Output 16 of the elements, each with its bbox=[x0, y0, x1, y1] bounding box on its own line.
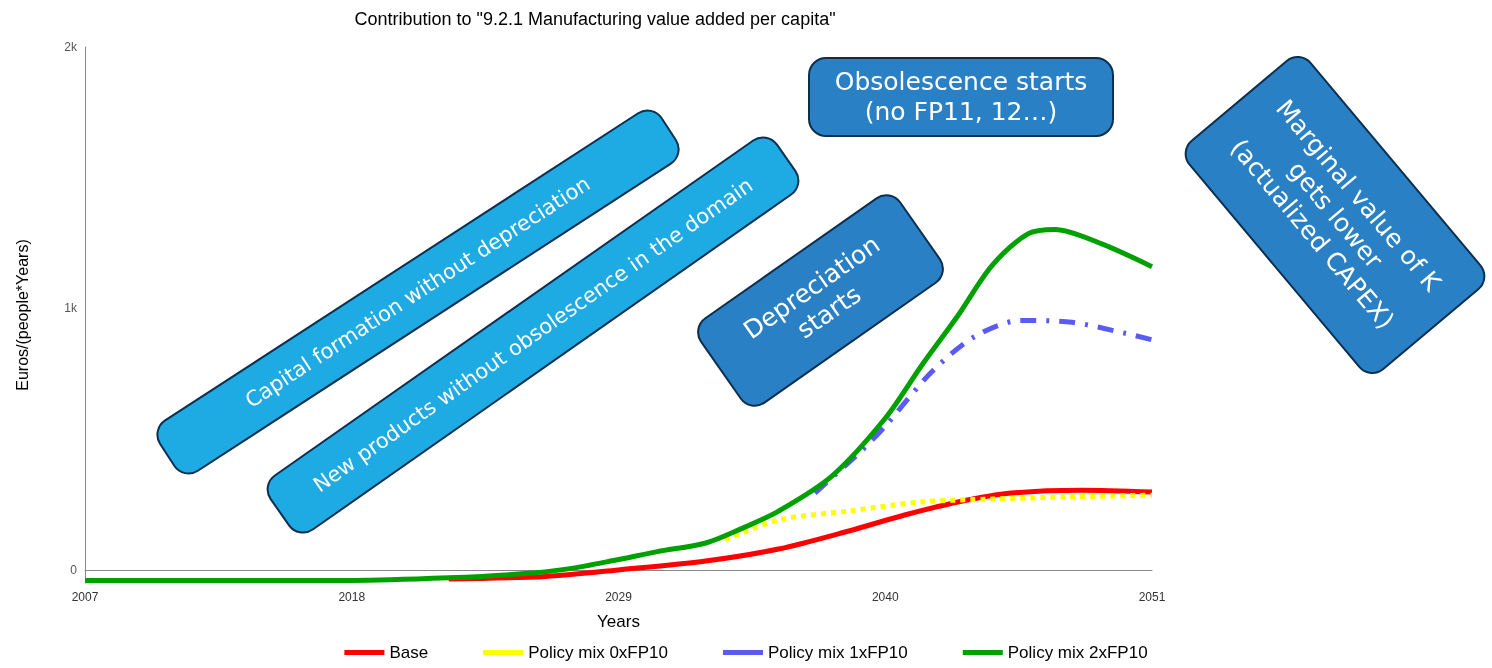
chart-title: Contribution to "9.2.1 Manufacturing value added per capita" bbox=[354, 9, 836, 29]
x-tick-label: 2040 bbox=[871, 590, 899, 604]
y-tick-label: 2k bbox=[64, 40, 78, 54]
x-tick-label: 2018 bbox=[338, 590, 366, 604]
x-axis-title: Years bbox=[597, 612, 640, 631]
x-tick-label: 2007 bbox=[71, 590, 99, 604]
y-axis-title: Euros/(people*Years) bbox=[13, 239, 31, 391]
y-tick-label: 0 bbox=[70, 562, 78, 577]
x-tick-label: 2029 bbox=[605, 590, 633, 604]
legend-label: Base bbox=[389, 643, 429, 662]
y-tick-label: 1k bbox=[64, 301, 78, 316]
legend-label: Policy mix 1xFP10 bbox=[767, 643, 908, 662]
annotation: Obsolescence starts (no FP11, 12…) bbox=[833, 67, 1089, 127]
legend-label: Policy mix 0xFP10 bbox=[528, 643, 668, 662]
legend-label: Policy mix 2xFP10 bbox=[1007, 643, 1148, 662]
x-tick-label: 2051 bbox=[1138, 590, 1166, 604]
